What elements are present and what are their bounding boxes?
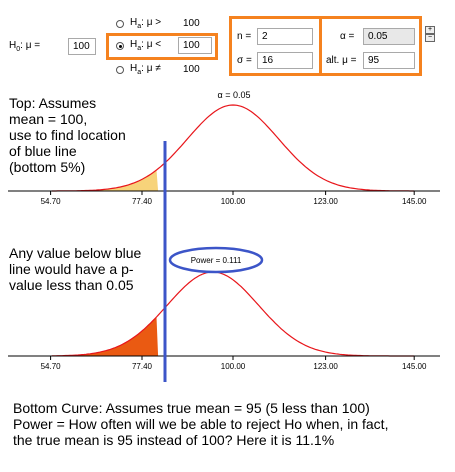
x-tick-label: 100.00: [221, 197, 246, 206]
test-params-highlight-box: [319, 16, 422, 76]
alt-mu-label: alt. μ =: [326, 55, 357, 66]
x-tick-label: 145.00: [402, 197, 427, 206]
x-tick-label: 145.00: [402, 362, 427, 371]
alpha-input[interactable]: 0.05: [363, 28, 415, 45]
x-tick-label: 54.70: [41, 362, 62, 371]
bottom-power-region: [51, 317, 159, 356]
ha-greater-radio[interactable]: [116, 20, 124, 28]
sigma-label: σ =: [237, 55, 252, 66]
top-alpha-annotation: α = 0.05: [218, 90, 251, 100]
ha-highlight-box: [106, 33, 218, 60]
alpha-decrement-button[interactable]: −: [425, 34, 435, 42]
alt-mu-input[interactable]: 95: [363, 52, 415, 69]
sigma-input[interactable]: 16: [257, 52, 313, 69]
ha-less-label: Ha: μ <: [130, 39, 162, 52]
power-highlight-ellipse: [168, 246, 264, 274]
bottom-note: Bottom Curve: Assumes true mean = 95 (5 …: [13, 400, 389, 448]
middle-note: Any value below blue line would have a p…: [9, 245, 142, 293]
ha-not-equal-label: Ha: μ ≠: [130, 63, 161, 76]
x-tick-label: 77.40: [132, 197, 153, 206]
x-tick-label: 123.00: [313, 362, 338, 371]
bottom-x-ticks: 54.70 77.40 100.00 123.00 145.00: [41, 356, 427, 371]
x-tick-label: 123.00: [313, 197, 338, 206]
ha-not-equal-value-input[interactable]: 100: [178, 61, 212, 78]
x-tick-label: 100.00: [221, 362, 246, 371]
top-x-ticks: 54.70 77.40 100.00 123.00 145.00: [41, 191, 427, 206]
ha-greater-value-input[interactable]: 100: [178, 15, 212, 32]
top-rejection-region: [51, 170, 159, 191]
n-label: n =: [237, 31, 252, 42]
n-input[interactable]: 2: [257, 28, 313, 45]
x-tick-label: 54.70: [41, 197, 62, 206]
alpha-increment-button[interactable]: +: [425, 26, 435, 34]
top-null-curve: [51, 104, 415, 192]
ha-less-value-input[interactable]: 100: [178, 37, 212, 54]
x-tick-label: 77.40: [132, 362, 153, 371]
power-annotation: Power = 0.111: [191, 256, 242, 265]
h0-label: H0: μ =: [9, 40, 41, 53]
ha-greater-label: Ha: μ >: [130, 17, 162, 30]
ha-less-radio[interactable]: [116, 42, 124, 50]
top-note: Top: Assumes mean = 100, use to find loc…: [9, 95, 126, 175]
ha-not-equal-radio[interactable]: [116, 66, 124, 74]
h0-value-input[interactable]: 100: [68, 38, 96, 55]
bottom-alt-curve: [51, 271, 415, 357]
alpha-label: α =: [340, 31, 355, 42]
